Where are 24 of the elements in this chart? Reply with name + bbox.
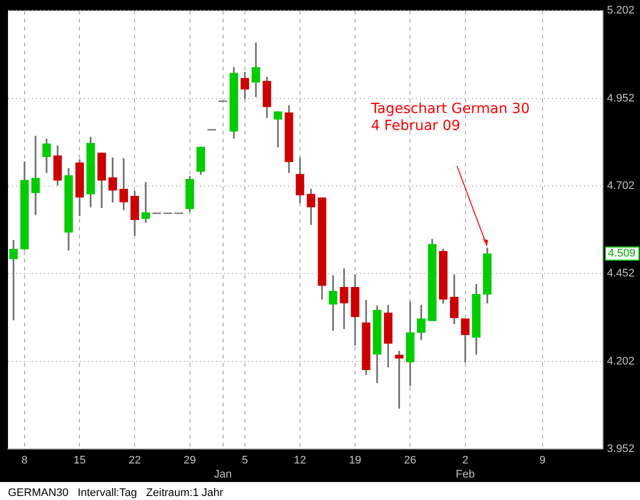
- x-tick-label: 2 Feb: [456, 454, 475, 481]
- x-tick-label: 12: [294, 454, 306, 467]
- annotation: 4.509: [608, 248, 636, 260]
- x-tick-label: 9: [539, 454, 546, 467]
- y-tick-label: 4.702: [607, 180, 635, 192]
- candlestick: [31, 136, 40, 216]
- x-tick-label: 5: [242, 454, 248, 467]
- text: GERMAN30 Intervall:Tag Zeitraum:1 Jahr: [7, 486, 224, 500]
- candlestick: [9, 240, 18, 320]
- x-tick-label: 22: [128, 454, 141, 467]
- y-tick-label: 5.202: [607, 4, 635, 17]
- y-tick-label: 3.952: [607, 443, 635, 456]
- candlestick: [274, 111, 282, 148]
- y-tick-label: 4.452: [607, 268, 635, 280]
- text: Tageschart German 30 4 Februar 09: [370, 101, 530, 134]
- x-tick-label: 26: [404, 454, 416, 467]
- x-tick-label: 29: [184, 454, 196, 467]
- y-tick-label: 4.952: [607, 92, 635, 104]
- y-tick-label: 4.202: [607, 355, 635, 368]
- x-tick-label: 15: [73, 454, 86, 467]
- candlestick: [328, 275, 338, 331]
- x-tick-label: 8: [21, 454, 28, 467]
- x-tick-label: 19: [348, 454, 362, 467]
- x-tick-label: Jan: [214, 468, 232, 481]
